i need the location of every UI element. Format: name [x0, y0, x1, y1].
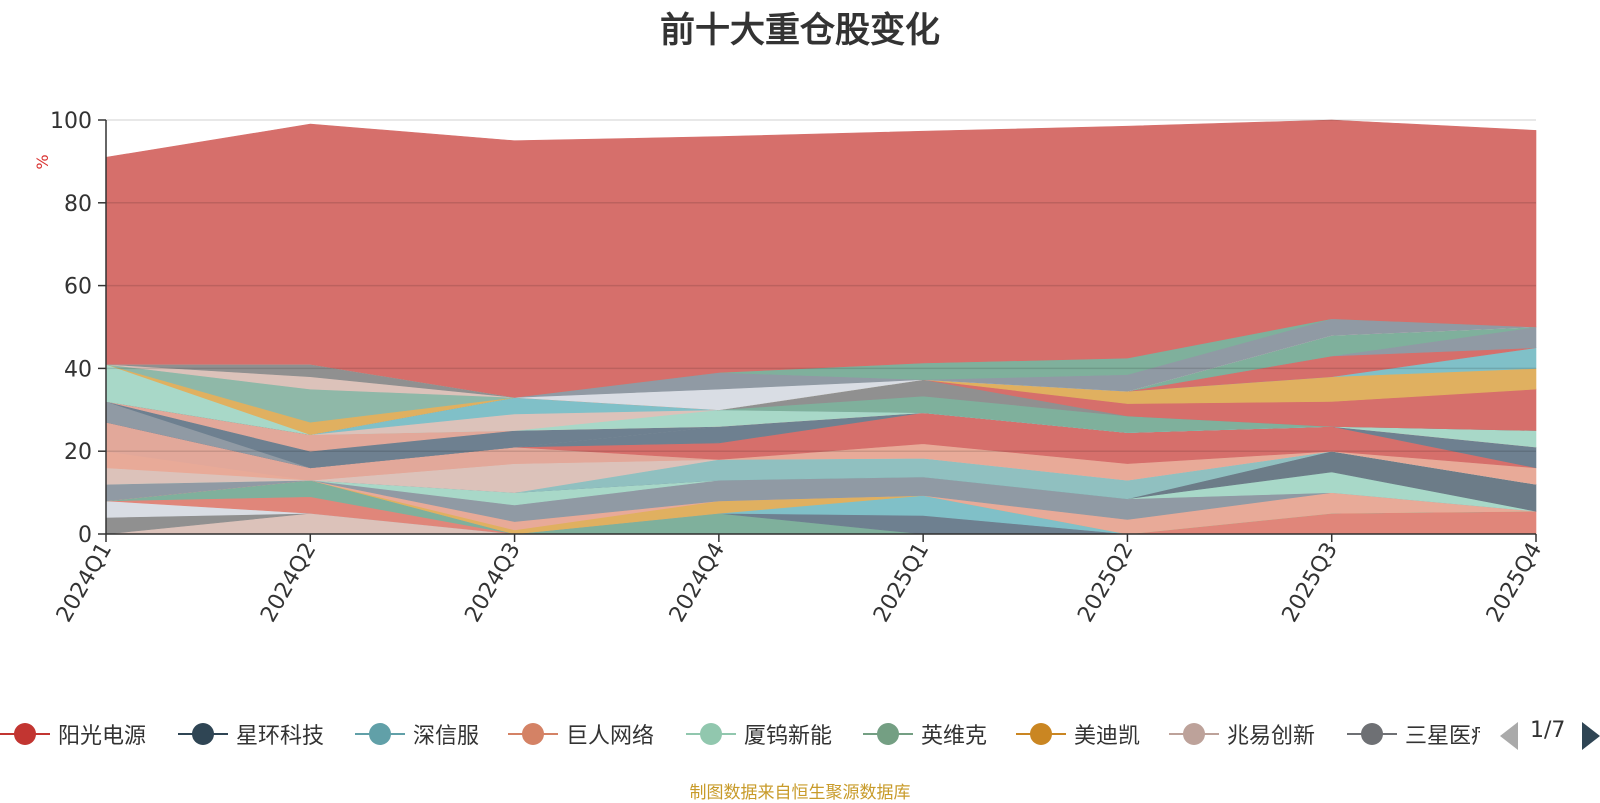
legend-label: 阳光电源: [58, 724, 147, 749]
legend-label: 三星医疗: [1405, 724, 1480, 749]
legend-page-indicator: 1/7: [1530, 718, 1566, 743]
legend-item[interactable]: 星环科技: [178, 712, 324, 756]
legend-marker-icon: [863, 712, 913, 756]
y-axis-unit: %: [33, 154, 52, 169]
legend-item[interactable]: 巨人网络: [508, 712, 654, 756]
legend-label: 英维克: [921, 724, 988, 749]
area-series-41: [105, 119, 1537, 398]
legend-marker-icon: [1016, 712, 1066, 756]
x-tick-label: 2024Q1: [52, 539, 117, 627]
source-note: 制图数据来自恒生聚源数据库: [689, 783, 911, 803]
legend-marker-icon: [178, 712, 228, 756]
x-tick-label: 2024Q4: [665, 539, 730, 627]
legend-prev-page-icon[interactable]: [1500, 722, 1518, 750]
legend-pager: 1/7: [1490, 712, 1600, 756]
legend-item[interactable]: 深信服: [355, 712, 479, 756]
x-tick-label: 2025Q2: [1073, 539, 1138, 627]
legend-marker-icon: [1347, 712, 1397, 756]
area-layers: [105, 119, 1537, 535]
legend-marker-icon: [508, 712, 558, 756]
legend-label: 美迪凯: [1074, 724, 1141, 749]
y-tick-label: 80: [64, 192, 92, 217]
legend-label: 巨人网络: [566, 724, 655, 749]
legend-item[interactable]: 厦钨新能: [686, 712, 832, 756]
legend-item[interactable]: 美迪凯: [1016, 712, 1140, 756]
legend-item[interactable]: 阳光电源: [0, 712, 146, 756]
chart-title: 前十大重仓股变化: [659, 11, 940, 51]
legend-item[interactable]: 兆易创新: [1169, 712, 1315, 756]
y-tick-label: 40: [64, 357, 92, 382]
y-tick-label: 100: [50, 109, 92, 134]
legend-label: 深信服: [413, 724, 480, 749]
x-tick-label: 2025Q3: [1278, 539, 1343, 627]
legend-label: 厦钨新能: [744, 724, 833, 749]
legend-label: 星环科技: [236, 724, 325, 749]
y-tick-label: 60: [64, 275, 92, 300]
x-tick-label: 2025Q1: [869, 539, 934, 627]
legend-items: 阳光电源 星环科技 深信服 巨人网络 厦钨新能 英维克 美迪凯 兆易创新 三星医疗: [0, 712, 1480, 756]
x-tick-label: 2025Q4: [1482, 539, 1547, 627]
legend-marker-icon: [1169, 712, 1219, 756]
legend-marker-icon: [686, 712, 736, 756]
x-tick-label: 2024Q3: [460, 539, 525, 627]
legend-marker-icon: [0, 712, 50, 756]
legend-next-page-icon[interactable]: [1582, 722, 1600, 750]
legend-marker-icon: [355, 712, 405, 756]
y-tick-label: 20: [64, 440, 92, 465]
y-tick-label: 0: [78, 523, 92, 548]
legend-item[interactable]: 三星医疗: [1347, 712, 1480, 756]
x-tick-label: 2024Q2: [256, 539, 321, 627]
legend-item[interactable]: 英维克: [863, 712, 987, 756]
legend-label: 兆易创新: [1227, 724, 1316, 749]
legend: 阳光电源 星环科技 深信服 巨人网络 厦钨新能 英维克 美迪凯 兆易创新 三星医疗 1/7: [0, 712, 1600, 756]
